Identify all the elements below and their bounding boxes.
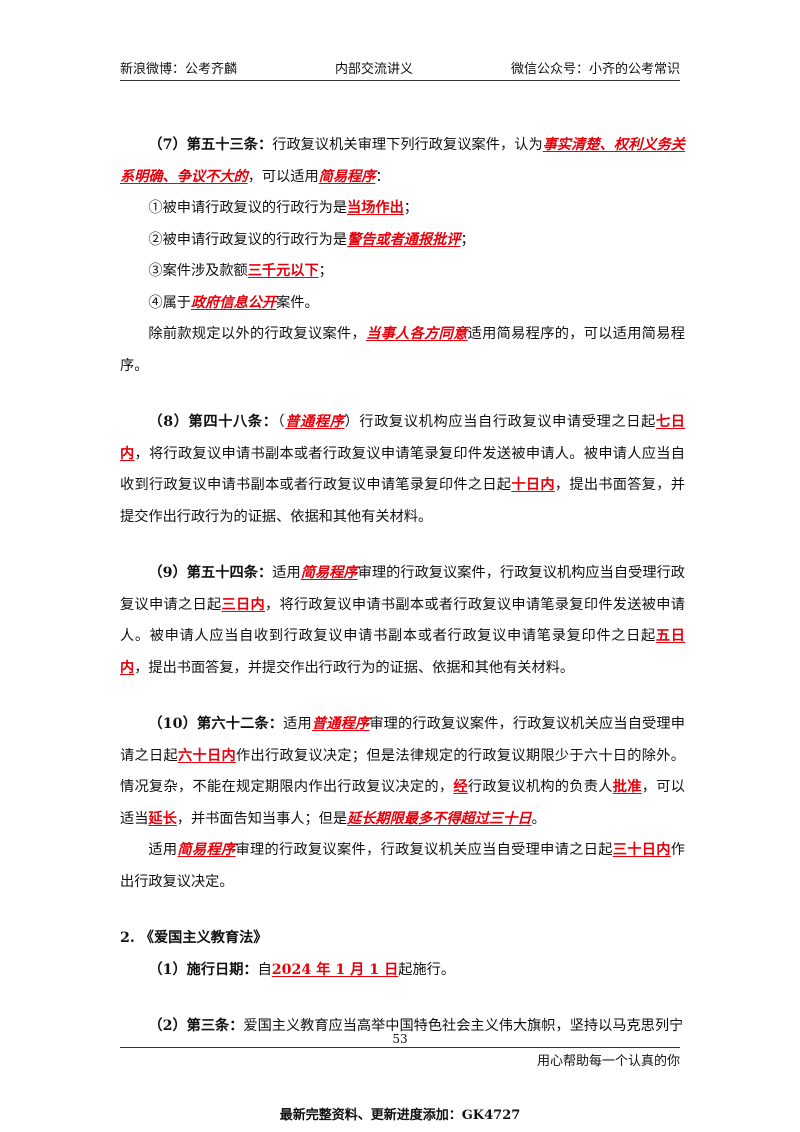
article-48: （8）第四十八条：（普通程序）行政复议机构应当自行政复议申请受理之日起七日内，将…: [120, 414, 685, 525]
highlight: 当事人各方同意: [366, 326, 468, 342]
article-3-lead: （2）第三条：: [148, 1018, 244, 1034]
document-body: （7）第五十三条：行政复议机关审理下列行政复议案件，认为事实清楚、权利义务关系明…: [120, 130, 685, 1043]
page-number: 53: [392, 1032, 408, 1046]
highlight: 警告或者通报批评: [347, 231, 461, 248]
highlight: 简易程序: [300, 565, 358, 581]
article-62-simple: 适用简易程序审理的行政复议案件，行政复议机关应当自受理申请之日起三十日内作出行政…: [120, 842, 685, 890]
highlight: 十日内: [511, 477, 555, 493]
article-53-note: 除前款规定以外的行政复议案件，当事人各方同意适用简易程序的，可以适用简易程序。: [120, 326, 685, 374]
effective-date: （1）施行日期：自2024 年 1 月 1 日起施行。: [148, 961, 456, 978]
highlight: 七日内: [120, 414, 685, 462]
highlight: 三千元以下: [247, 263, 319, 279]
article-62: （10）第六十二条：适用普通程序审理的行政复议案件，行政复议机关应当自受理申请之…: [120, 716, 685, 827]
header-title: 内部交流讲义: [334, 62, 413, 77]
article-3: （2）第三条：爱国主义教育应当高举中国特色社会主义伟大旗帜，坚持以马克思列宁: [148, 1018, 684, 1034]
list-item: ①被申请行政复议的行政行为是当场作出；: [148, 200, 418, 216]
highlight: 2024 年 1 月 1 日: [271, 961, 399, 978]
highlight: 批准: [612, 779, 642, 795]
highlight: 经: [453, 779, 468, 795]
article-53-lead: （7）第五十三条：: [148, 137, 273, 153]
highlight: 普通程序: [311, 716, 370, 732]
footer-slogan: 用心帮助每一个认真的你: [536, 1054, 680, 1069]
list-item: ③案件涉及款额三千元以下；: [148, 263, 333, 279]
header-weibo: 新浪微博：公考齐麟: [120, 62, 238, 77]
highlight: 事实清楚、权利义务关系明确、争议不大的: [120, 137, 685, 185]
highlight: 延长期限最多不得超过三十日: [347, 810, 532, 827]
highlight: 政府信息公开: [190, 294, 277, 311]
footer-divider: [120, 1047, 680, 1048]
law-heading: 2. 《爱国主义教育法》: [120, 930, 268, 946]
article-53-intro: （7）第五十三条：行政复议机关审理下列行政复议案件，认为事实清楚、权利义务关系明…: [120, 137, 685, 185]
article-54-lead: （9）第五十四条：: [148, 565, 273, 581]
highlight: 简易程序: [318, 168, 376, 185]
article-54: （9）第五十四条：适用简易程序审理的行政复议案件，行政复议机构应当自受理行政复议…: [120, 565, 685, 676]
highlight: 三日内: [221, 596, 265, 613]
list-item: ④属于政府信息公开案件。: [148, 294, 319, 311]
highlight: 延长: [148, 810, 177, 827]
header-divider: [120, 80, 680, 81]
highlight: 普通程序: [285, 414, 345, 430]
header-wechat: 微信公众号：小齐的公考常识: [510, 62, 680, 77]
highlight: 三十日内: [612, 842, 671, 858]
contact-note: 最新完整资料、更新进度添加：GK4727: [279, 1108, 521, 1123]
highlight: 六十日内: [177, 747, 236, 764]
highlight: 五日内: [120, 628, 685, 676]
article-62-lead: （10）第六十二条：: [148, 716, 284, 732]
highlight: 简易程序: [177, 842, 236, 858]
article-48-lead: （8）第四十八条：: [148, 414, 278, 430]
highlight: 当场作出: [347, 200, 404, 216]
page-header: 新浪微博：公考齐麟 内部交流讲义 微信公众号：小齐的公考常识: [120, 58, 680, 77]
list-item: ②被申请行政复议的行政行为是警告或者通报批评；: [148, 231, 475, 248]
